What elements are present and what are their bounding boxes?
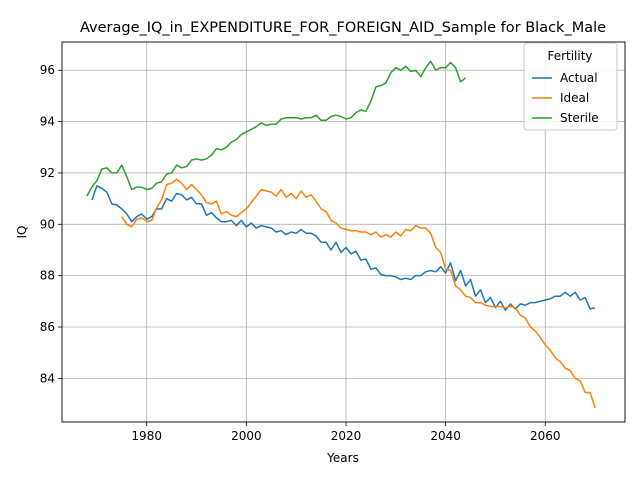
- x-tick-label: 2000: [231, 429, 262, 443]
- y-axis-label: IQ: [15, 226, 29, 239]
- legend: Fertility Actual Ideal Sterile: [523, 42, 618, 131]
- y-axis-ticks: 84 86 88 90 92 94 96: [40, 63, 62, 385]
- y-tick-label: 84: [40, 371, 55, 385]
- series-line-actual: [91, 185, 596, 312]
- legend-label-actual: Actual: [560, 71, 598, 85]
- y-tick-label: 94: [40, 115, 55, 129]
- x-tick-label: 2060: [530, 429, 561, 443]
- legend-label-ideal: Ideal: [560, 91, 589, 105]
- x-tick-label: 2040: [430, 429, 461, 443]
- y-tick-label: 90: [40, 217, 55, 231]
- y-tick-label: 88: [40, 269, 55, 283]
- y-tick-label: 92: [40, 166, 55, 180]
- series-line-ideal: [121, 178, 596, 409]
- legend-label-sterile: Sterile: [560, 111, 599, 125]
- x-tick-label: 1980: [131, 429, 162, 443]
- plot-frame: [61, 41, 626, 423]
- chart-title: Average_IQ_in_EXPENDITURE_FOR_FOREIGN_AI…: [80, 20, 606, 36]
- legend-title: Fertility: [547, 49, 592, 63]
- x-tick-label: 2020: [331, 429, 362, 443]
- y-tick-label: 86: [40, 320, 55, 334]
- y-tick-label: 96: [40, 63, 55, 77]
- series-layer: [86, 60, 596, 409]
- x-axis-label: Years: [326, 451, 359, 465]
- legend-box: [523, 42, 618, 131]
- x-axis-ticks: 1980 2000 2020 2040 2060: [131, 422, 561, 443]
- series-line-sterile: [86, 60, 467, 197]
